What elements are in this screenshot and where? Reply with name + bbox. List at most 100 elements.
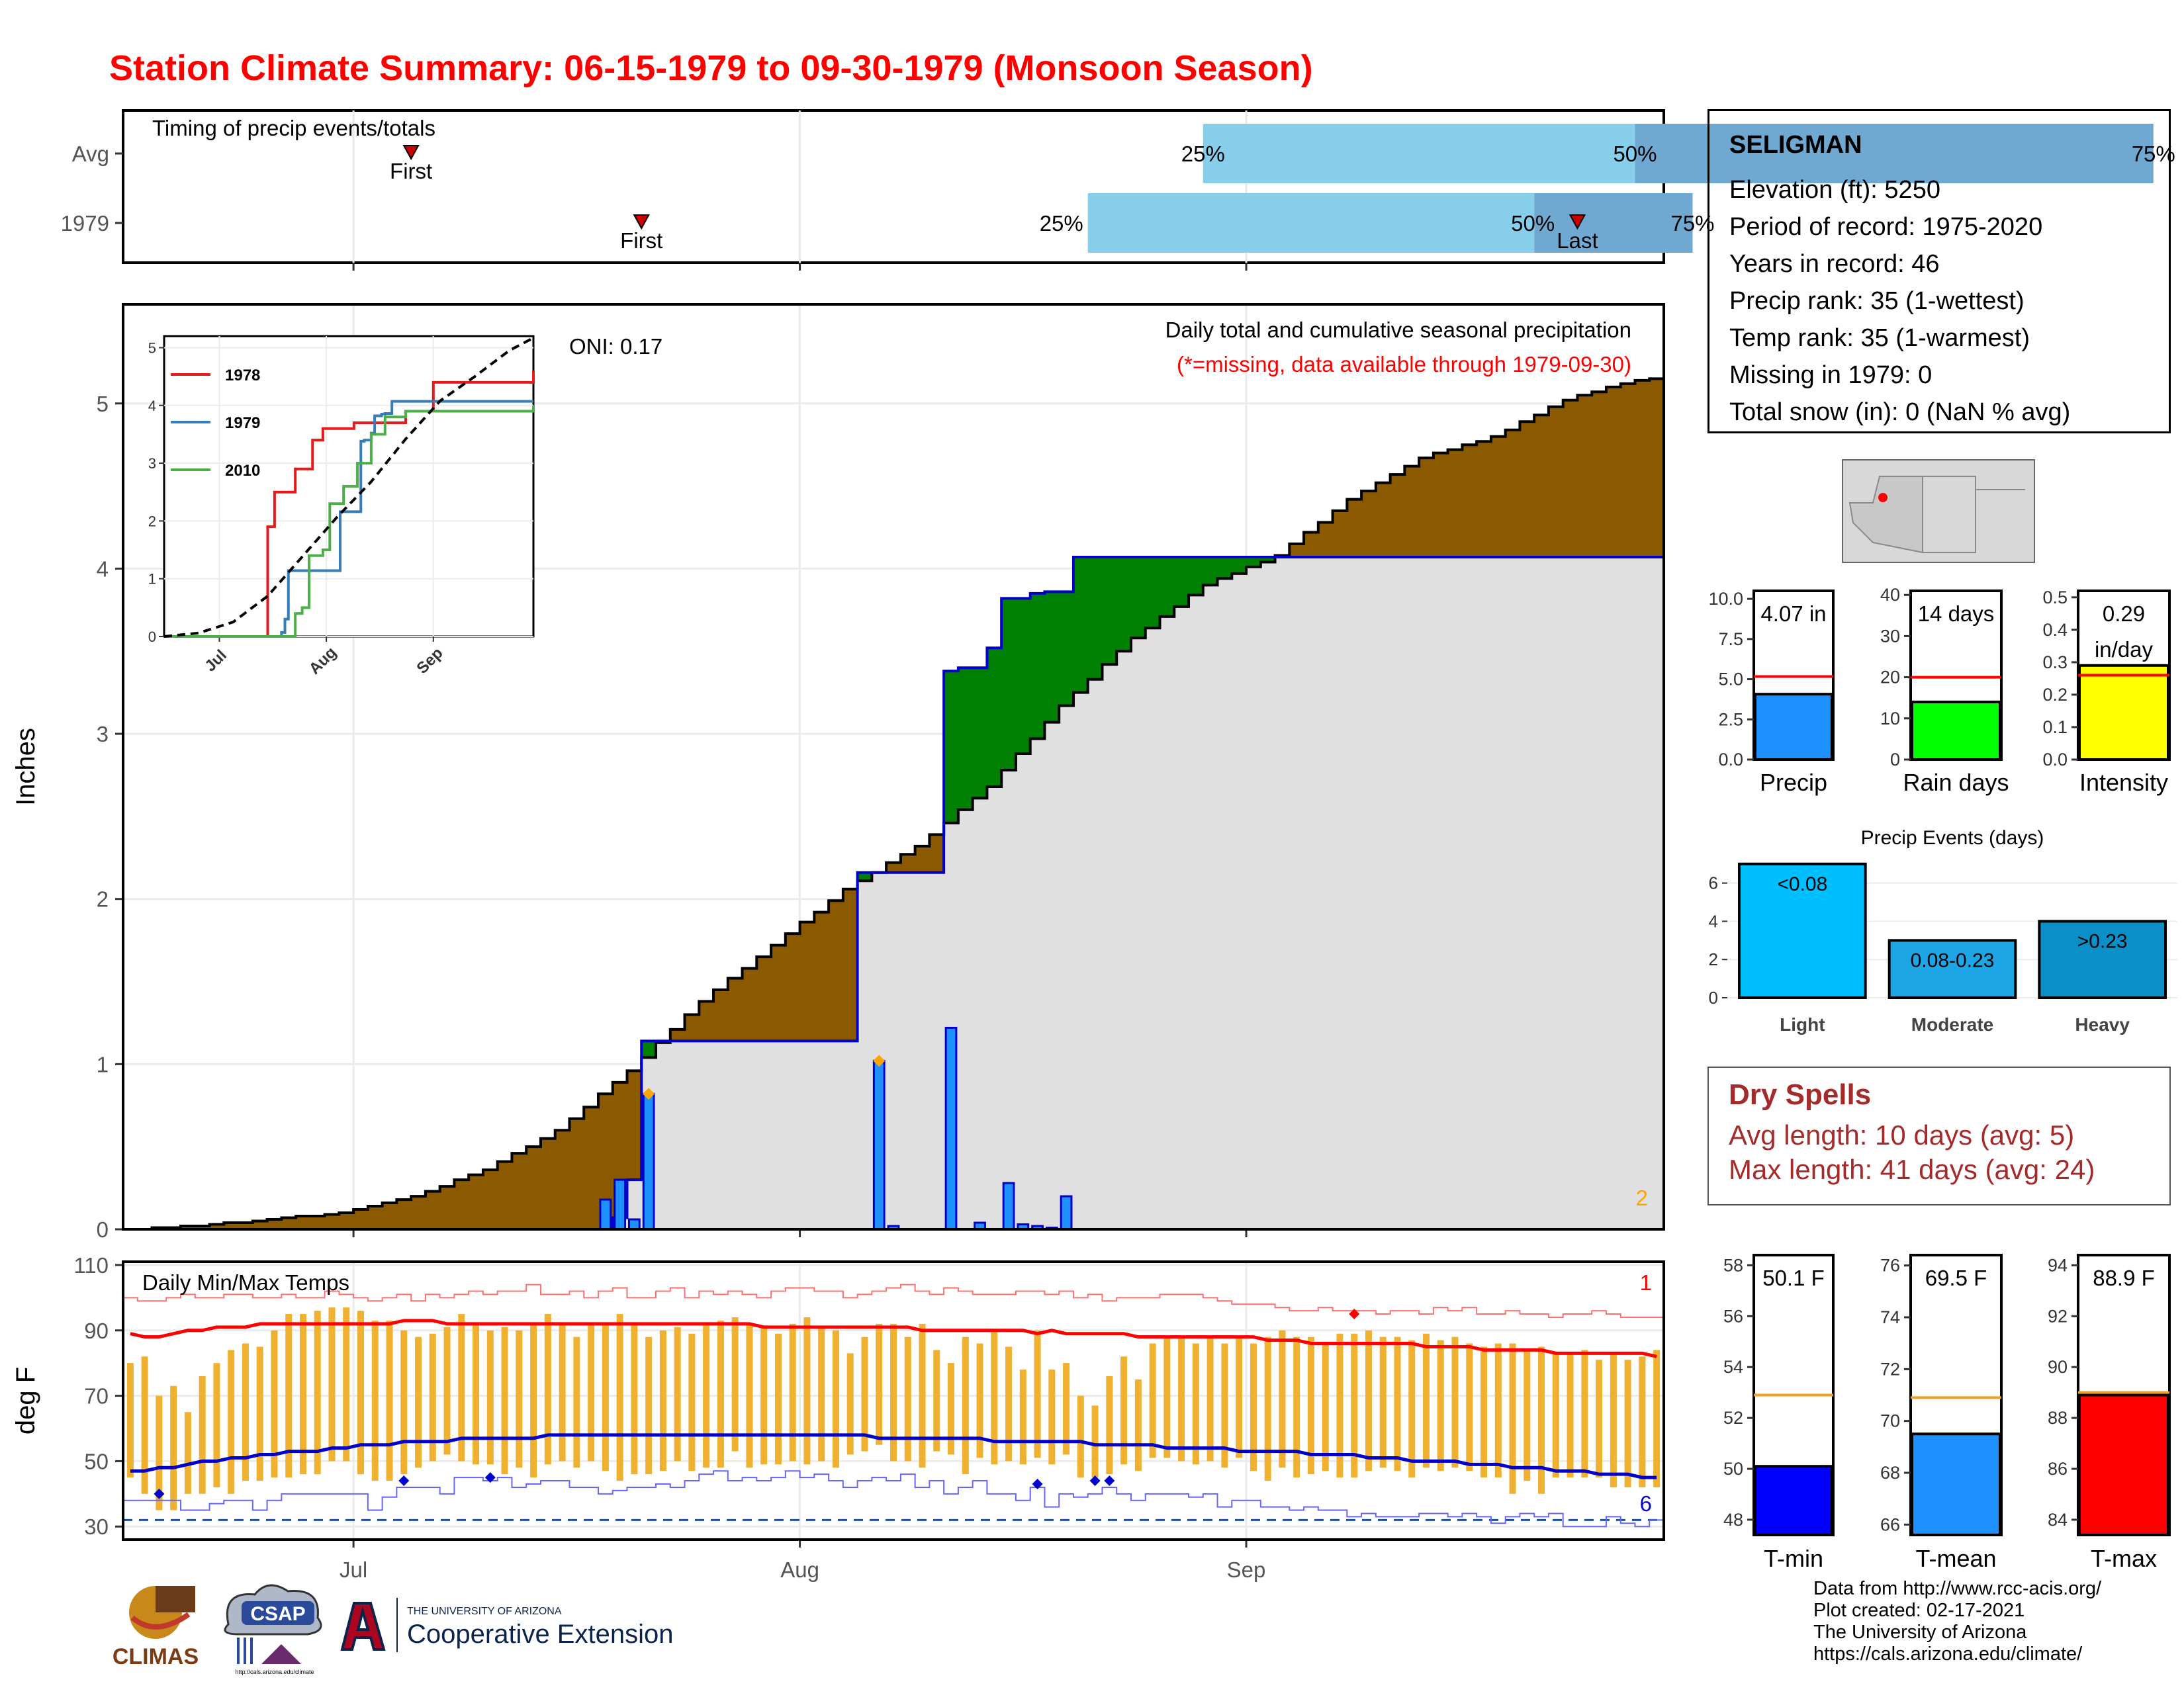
tmax_gauge-ytick-label: 86 [2048, 1459, 2068, 1479]
daily-temp-bar [1322, 1343, 1329, 1471]
intensity_gauge-ytick-label: 0.3 [2042, 652, 2068, 672]
below-average-fill [756, 957, 772, 1041]
daily-temp-bar [1336, 1333, 1343, 1478]
daily-temp-bar [415, 1336, 422, 1468]
below-average-fill [915, 846, 930, 873]
below-average-fill [1419, 458, 1434, 557]
below-average-fill [1361, 491, 1377, 557]
daily-temp-bar [1379, 1336, 1387, 1468]
daily-precip-bar [872, 1059, 886, 1231]
station-line: Total snow (in): 0 (NaN % avg) [1729, 398, 2071, 426]
above-average-fill [1246, 556, 1261, 567]
record-low-line [123, 1470, 1664, 1528]
inset-series-line [164, 405, 535, 638]
record-high-line [123, 1284, 1664, 1318]
daily-temp-bar [846, 1353, 854, 1455]
footer-line: Plot created: 02-17-2021 [1813, 1600, 2025, 1621]
daily-temp-bar [933, 1350, 940, 1452]
daily-temp-bar [1451, 1336, 1459, 1468]
daily-temp-bar [645, 1336, 653, 1475]
below-average-fill [195, 1226, 210, 1229]
daily-temp-bar [1524, 1350, 1531, 1481]
timing-row-label: Avg [72, 142, 109, 166]
arizona-shape [1848, 476, 1923, 554]
y-tick-label: 0 [97, 1217, 109, 1242]
below-average-fill [1534, 415, 1549, 557]
events-bar [1738, 862, 1867, 999]
above-average-fill [1073, 556, 1089, 693]
events-category-label: Moderate [1911, 1014, 1993, 1035]
daily-temp-bar [1163, 1336, 1171, 1458]
csap-logo-text: CSAP [250, 1603, 305, 1625]
average-low-line [130, 1433, 1657, 1479]
daily-temp-bar [1307, 1336, 1314, 1475]
daily-temp-bar [688, 1333, 696, 1471]
daily-temp-bar [242, 1343, 249, 1481]
below-average-fill [1620, 383, 1636, 557]
station-info-box: SELIGMAN Elevation (ft): 5250 Period of … [1707, 109, 2171, 433]
timing-row-label: 1979 [61, 211, 109, 236]
below-average-fill [1304, 532, 1319, 557]
below-average-fill [1563, 400, 1578, 557]
inset-legend-label: 1978 [225, 367, 260, 384]
chart-subtitle: (*=missing, data available through 1979-… [1177, 352, 1631, 376]
below-average-fill [684, 1014, 700, 1041]
timing-bar-50-75 [1534, 193, 1693, 253]
daily-temp-bar [1293, 1336, 1300, 1478]
ua-logo: THE UNIVERSITY OF ARIZONA Cooperative Ex… [340, 1598, 673, 1652]
raindays_gauge-ytick-label: 20 [1880, 668, 1900, 687]
daily-temp-bar [1134, 1379, 1142, 1471]
intensity_gauge-ytick-label: 0.0 [2042, 750, 2068, 769]
tmean_gauge-ytick-label: 68 [1880, 1463, 1900, 1483]
daily-temp-bar [1048, 1370, 1056, 1465]
dry-spells-heading: Dry Spells [1729, 1078, 1872, 1111]
events-bar-label: <0.08 [1777, 873, 1827, 895]
daily-temp-bar [544, 1314, 551, 1465]
station-line: Missing in 1979: 0 [1729, 361, 1933, 389]
below-average-fill [281, 1217, 296, 1229]
daily-temp-bar [1077, 1395, 1084, 1478]
below-average-fill [1606, 386, 1621, 557]
daily-temp-bar [616, 1314, 623, 1481]
daily-temp-bar [1149, 1343, 1156, 1458]
events-category-label: Light [1780, 1014, 1825, 1035]
climas-logo: CLIMAS [113, 1586, 199, 1669]
below-average-fill [785, 934, 801, 1041]
dry-spells-box: Dry Spells Avg length: 10 days (avg: 5) … [1707, 1067, 2171, 1205]
daily-temp-bar [1423, 1333, 1430, 1468]
below-average-fill [1390, 474, 1405, 557]
above-average-fill [1015, 598, 1031, 754]
tmean_gauge-ytick-label: 70 [1880, 1411, 1900, 1431]
y-tick-label: 5 [97, 392, 109, 416]
timing-p75-label: 75% [2132, 142, 2175, 166]
above-average-fill [1102, 556, 1117, 665]
above-average-fill [1189, 556, 1204, 595]
tmean_gauge-bar [1911, 1432, 2001, 1536]
csap-logo: CSAP http://cals.arizona.edu/climate [224, 1584, 322, 1675]
average-high-line [130, 1319, 1657, 1358]
below-average-fill [454, 1180, 469, 1229]
temp-panel: 30 50 70 90 110 Jul Aug Sep deg F Daily Min/Max T… [11, 1253, 1665, 1582]
timing-p25-label: 25% [1181, 142, 1225, 166]
precip_gauge-ytick-label: 5.0 [1718, 670, 1743, 689]
timing-p50-label: 50% [1613, 142, 1657, 166]
inset-ytick-label: 5 [148, 339, 156, 356]
above-average-fill [1030, 593, 1046, 739]
above-average-fill [1203, 556, 1218, 586]
below-average-fill [1433, 453, 1449, 557]
below-average-fill [497, 1161, 513, 1229]
daily-temp-bar [141, 1356, 148, 1494]
tmean_gauge-ytick-label: 72 [1880, 1359, 1900, 1379]
temp-chart-title: Daily Min/Max Temps [142, 1270, 349, 1295]
daily-temp-bar [573, 1336, 580, 1468]
missing-diamond [873, 1055, 886, 1067]
daily-temp-bar [1091, 1405, 1099, 1478]
timing-bar-50-75 [1635, 124, 2154, 183]
daily-temp-bar [602, 1323, 609, 1471]
tmax_gauge-label: T-max [2091, 1545, 2157, 1572]
intensity_gauge-value-text: in/day [2095, 637, 2154, 662]
record-marker [1032, 1479, 1043, 1489]
raindays_gauge-ytick-label: 30 [1880, 626, 1900, 646]
below-average-fill [1477, 441, 1492, 557]
timing-p50-label: 50% [1511, 211, 1555, 236]
